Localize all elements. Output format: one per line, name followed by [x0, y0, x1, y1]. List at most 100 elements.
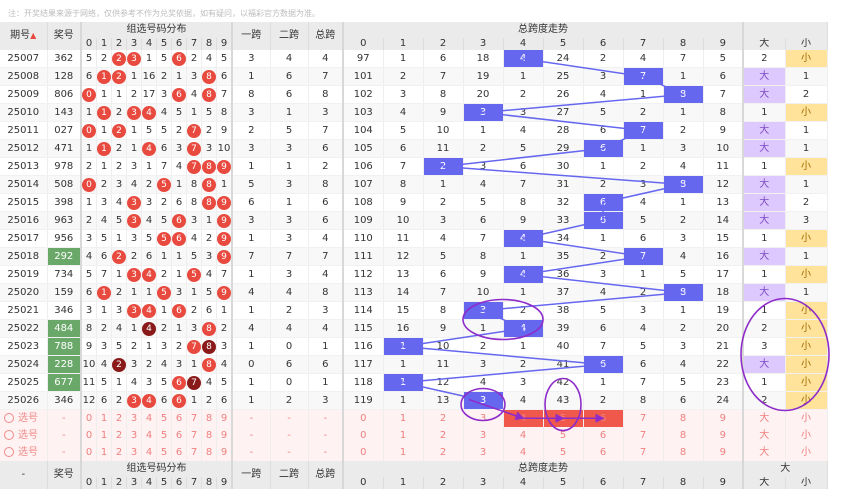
select-trend-digit[interactable]: 6 — [583, 444, 624, 461]
period-header[interactable]: - — [0, 461, 48, 489]
select-digit[interactable]: 7 — [186, 409, 202, 427]
select-trend-digit[interactable]: 9 — [703, 427, 744, 444]
select-digit[interactable]: 3 — [126, 444, 142, 461]
select-digit[interactable]: 0 — [80, 444, 97, 461]
select-trend-digit[interactable]: 3 — [463, 427, 504, 444]
award-digit-ball: 1 — [97, 286, 111, 300]
select-digit[interactable]: 9 — [216, 427, 233, 444]
select-trend-digit[interactable]: 4 — [503, 409, 544, 427]
select-trend-digit[interactable]: 3 — [463, 444, 504, 461]
span-total-cell: 6 — [308, 355, 344, 374]
trend-highlight-cell: 4 — [503, 229, 544, 248]
dist-cell: 6 — [156, 391, 172, 410]
dist-cell: 2 — [216, 319, 233, 338]
select-trend-digit[interactable]: 3 — [463, 409, 504, 427]
select-big[interactable]: 大 — [742, 409, 786, 427]
dist-cell: 2 — [156, 67, 172, 86]
select-trend-digit[interactable]: 7 — [623, 427, 664, 444]
select-trend-digit[interactable]: 0 — [342, 427, 384, 444]
dist-cell: 7 — [216, 85, 233, 104]
select-digit[interactable]: 0 — [80, 409, 97, 427]
radio-circle-icon[interactable] — [4, 413, 14, 423]
select-digit[interactable]: 8 — [201, 409, 217, 427]
small-cell: 1 — [785, 67, 828, 86]
select-digit[interactable]: 0 — [80, 427, 97, 444]
select-trend-digit[interactable]: 5 — [543, 427, 584, 444]
select-trend-digit[interactable]: 9 — [703, 444, 744, 461]
select-digit[interactable]: 4 — [141, 427, 157, 444]
select-digit[interactable]: 4 — [141, 444, 157, 461]
select-trend-digit[interactable]: 7 — [623, 444, 664, 461]
select-trend-digit[interactable]: 6 — [583, 409, 624, 427]
select-digit[interactable]: 5 — [156, 409, 172, 427]
radio-circle-icon[interactable] — [4, 447, 14, 457]
trend-cell: 1 — [503, 283, 544, 302]
select-trend-digit[interactable]: 9 — [703, 409, 744, 427]
period-header[interactable]: 期号▲ — [0, 22, 48, 50]
select-cell[interactable]: 选号 — [0, 409, 48, 427]
trend-cell: 4 — [623, 50, 664, 68]
select-digit[interactable]: 2 — [111, 409, 127, 427]
select-row[interactable]: 选号 -0 1 2 3 4 5 6 7 8 9- - -0 1 2 3 4 5 6 7 8 9 大小 — [0, 427, 828, 444]
award-digit-ball: 6 — [172, 304, 186, 318]
select-digit[interactable]: 5 — [156, 427, 172, 444]
select-cell[interactable]: 选号 — [0, 427, 48, 444]
span-total-cell: 3 — [308, 103, 344, 122]
select-digit[interactable]: 8 — [201, 427, 217, 444]
dist-cell: 3 — [186, 319, 202, 338]
select-digit[interactable]: 6 — [171, 427, 187, 444]
award-digit-ball: 5 — [157, 178, 171, 192]
select-digit[interactable]: 5 — [156, 444, 172, 461]
select-digit[interactable]: 3 — [126, 409, 142, 427]
select-trend-digit[interactable]: 0 — [342, 444, 384, 461]
trend-cell: 2 — [583, 247, 624, 266]
select-trend-digit[interactable]: 5 — [543, 409, 584, 427]
select-digit[interactable]: 4 — [141, 409, 157, 427]
select-digit[interactable]: 7 — [186, 444, 202, 461]
select-trend-digit[interactable]: 4 — [503, 427, 544, 444]
dist-cell: 2 — [96, 50, 112, 68]
select-trend-digit[interactable]: 8 — [663, 409, 704, 427]
select-trend-digit[interactable]: 8 — [663, 427, 704, 444]
select-trend-digit[interactable]: 8 — [663, 444, 704, 461]
trend-cell: 10 — [463, 283, 504, 302]
select-row[interactable]: 选号 -0 1 2 3 4 5 6 7 8 9- - -0 1 2 3 4 5 6 7 8 9 大小 — [0, 409, 828, 427]
select-digit[interactable]: 9 — [216, 409, 233, 427]
radio-circle-icon[interactable] — [4, 430, 14, 440]
sort-icon[interactable]: ▲ — [30, 31, 37, 40]
select-digit[interactable]: 8 — [201, 444, 217, 461]
select-small[interactable]: 小 — [785, 409, 828, 427]
big-cell: 1 — [742, 301, 786, 320]
select-digit[interactable]: 6 — [171, 444, 187, 461]
span-total-cell: 4 — [308, 50, 344, 68]
select-digit[interactable]: 2 — [111, 444, 127, 461]
select-trend-digit[interactable]: 0 — [342, 409, 384, 427]
select-trend-digit[interactable]: 6 — [583, 427, 624, 444]
select-digit[interactable]: 1 — [96, 427, 112, 444]
select-digit[interactable]: 7 — [186, 427, 202, 444]
select-trend-digit[interactable]: 2 — [423, 427, 464, 444]
footer-small-header: 小 — [785, 477, 828, 489]
select-digit[interactable]: 1 — [96, 409, 112, 427]
select-trend-digit[interactable]: 7 — [623, 409, 664, 427]
select-small[interactable]: 小 — [785, 427, 828, 444]
select-big[interactable]: 大 — [742, 427, 786, 444]
select-digit[interactable]: 6 — [171, 409, 187, 427]
select-small[interactable]: 小 — [785, 444, 828, 461]
select-trend-digit[interactable]: 2 — [423, 444, 464, 461]
select-trend-digit[interactable]: 2 — [423, 409, 464, 427]
select-digit[interactable]: 1 — [96, 444, 112, 461]
select-trend-digit[interactable]: 1 — [383, 427, 424, 444]
select-label: 选号 — [18, 413, 38, 424]
select-big[interactable]: 大 — [742, 444, 786, 461]
select-digit[interactable]: 9 — [216, 444, 233, 461]
select-digit[interactable]: 3 — [126, 427, 142, 444]
select-digit[interactable]: 2 — [111, 427, 127, 444]
select-row[interactable]: 选号 -0 1 2 3 4 5 6 7 8 9- - -0 1 2 3 4 5 6 7 8 9 大小 — [0, 444, 828, 461]
select-cell[interactable]: 选号 — [0, 444, 48, 461]
select-trend-digit[interactable]: 4 — [503, 444, 544, 461]
select-dash: - — [308, 444, 344, 461]
select-trend-digit[interactable]: 5 — [543, 444, 584, 461]
select-trend-digit[interactable]: 1 — [383, 444, 424, 461]
select-trend-digit[interactable]: 1 — [383, 409, 424, 427]
